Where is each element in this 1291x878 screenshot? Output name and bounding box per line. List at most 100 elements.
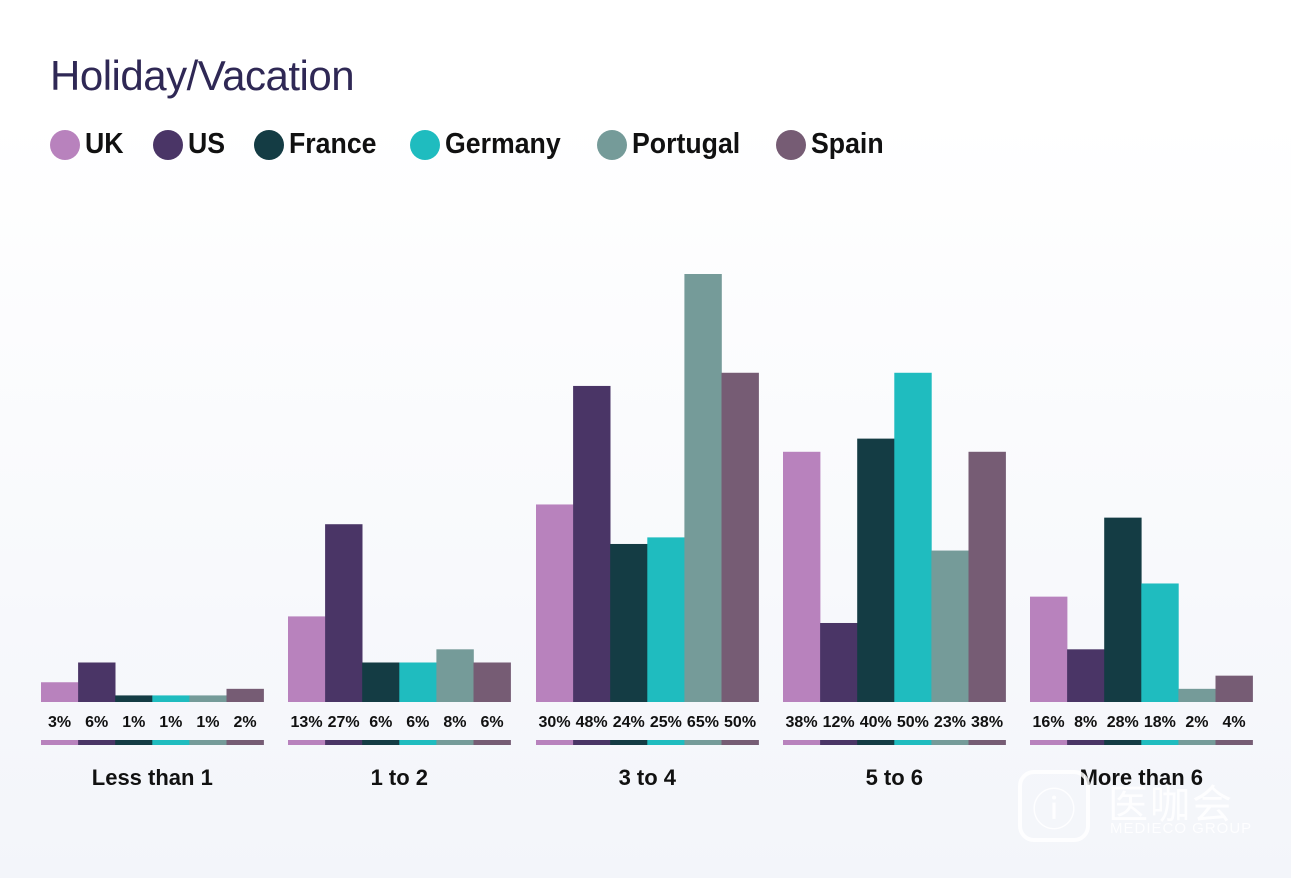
data-label: 48% [576, 714, 608, 731]
data-label: 40% [860, 714, 892, 731]
data-label: 38% [786, 714, 818, 731]
bar-germany [1141, 583, 1179, 702]
category-underline-segment [721, 740, 759, 745]
legend-swatch [254, 129, 285, 160]
data-label: 38% [971, 714, 1003, 731]
category-underline-segment [968, 740, 1006, 745]
category-underline-segment [226, 740, 264, 745]
category-underline-segment [1178, 740, 1216, 745]
bar-france [362, 662, 400, 702]
legend-swatch [410, 129, 441, 160]
category-underline-segment [536, 740, 574, 745]
data-label: 27% [328, 714, 360, 731]
category-underline-segment [1104, 740, 1142, 745]
data-label: 6% [406, 714, 429, 731]
chart-title: Holiday/Vacation [50, 52, 355, 99]
legend-label: France [289, 128, 377, 160]
category-underline-segment [399, 740, 437, 745]
bar-spain [968, 451, 1006, 702]
legend-label: Portugal [632, 128, 741, 160]
category-underline-segment [1067, 740, 1105, 745]
bar-spain [473, 662, 511, 702]
bar-spain [226, 688, 264, 702]
data-label: 6% [369, 714, 392, 731]
legend-item-us: US [152, 128, 228, 161]
bar-uk [288, 616, 326, 702]
category-underline-segment [1141, 740, 1179, 745]
legend-swatch [50, 129, 80, 160]
legend-label: Germany [445, 128, 561, 160]
data-label: 2% [233, 714, 256, 731]
data-label: 25% [650, 714, 682, 731]
category-underline-segment [152, 740, 190, 745]
bar-germany [152, 695, 190, 702]
category-underline-segment [857, 740, 895, 745]
data-label: 1% [196, 714, 219, 731]
category-underline-segment [362, 740, 400, 745]
data-label: 3% [48, 714, 71, 731]
data-label: 6% [85, 714, 108, 731]
bar-us [820, 622, 858, 702]
legend-swatch [775, 129, 806, 160]
bar-uk [1030, 596, 1068, 702]
bar-uk [41, 682, 79, 702]
data-label: 6% [480, 714, 503, 731]
category-underline-segment [894, 740, 932, 745]
bar-portugal [1178, 688, 1216, 702]
legend-item-portugal: Portugal [597, 128, 750, 161]
category-underline-segment [288, 740, 326, 745]
data-label: 65% [687, 714, 719, 731]
legend-item-uk: UK [50, 128, 127, 161]
legend-item-spain: Spain [775, 128, 890, 161]
category-underline-segment [647, 740, 685, 745]
data-label: 4% [1222, 714, 1245, 731]
data-label: 23% [934, 714, 966, 731]
category-underline-segment [1030, 740, 1068, 745]
data-label: 18% [1144, 714, 1176, 731]
category-underline-segment [931, 740, 969, 745]
category-underline-segment [684, 740, 722, 745]
chart-panel [0, 118, 1291, 878]
bar-uk [783, 451, 821, 702]
category-underline-segment [783, 740, 821, 745]
legend: UK US France Germany Portugal Spain [50, 128, 916, 161]
category-underline-segment [1215, 740, 1253, 745]
watermark-logo-icon: ⓘ [1018, 770, 1090, 842]
bar-us [78, 662, 116, 702]
category-underline-segment [325, 740, 363, 745]
data-label: 30% [539, 714, 571, 731]
bar-spain [721, 372, 759, 702]
data-label: 1% [159, 714, 182, 731]
data-label: 2% [1185, 714, 1208, 731]
data-label: 50% [724, 714, 756, 731]
category-underline-segment [610, 740, 648, 745]
bar-us [573, 385, 611, 702]
watermark-text: 医咖会 [1108, 782, 1234, 828]
bar-germany [399, 662, 437, 702]
data-label: 50% [897, 714, 929, 731]
category-underline-segment [436, 740, 474, 745]
data-label: 24% [613, 714, 645, 731]
bar-portugal [189, 695, 227, 702]
data-label: 8% [1074, 714, 1097, 731]
bar-us [325, 524, 363, 702]
x-tick-label: More than 6 [1080, 765, 1203, 790]
category-underline-segment [473, 740, 511, 745]
bar-france [1104, 517, 1142, 702]
data-label: 1% [122, 714, 145, 731]
category-underline-segment [189, 740, 227, 745]
bar-uk [536, 504, 574, 702]
x-tick-label: 3 to 4 [619, 765, 677, 790]
bar-france [857, 438, 895, 702]
category-underline-segment [41, 740, 79, 745]
data-label: 12% [823, 714, 855, 731]
legend-item-germany: Germany [410, 128, 571, 161]
bar-germany [647, 537, 685, 702]
legend-label: US [187, 128, 225, 160]
data-label: 16% [1033, 714, 1065, 731]
bar-france [115, 695, 153, 702]
category-underline-segment [115, 740, 153, 745]
category-underline-segment [78, 740, 116, 745]
